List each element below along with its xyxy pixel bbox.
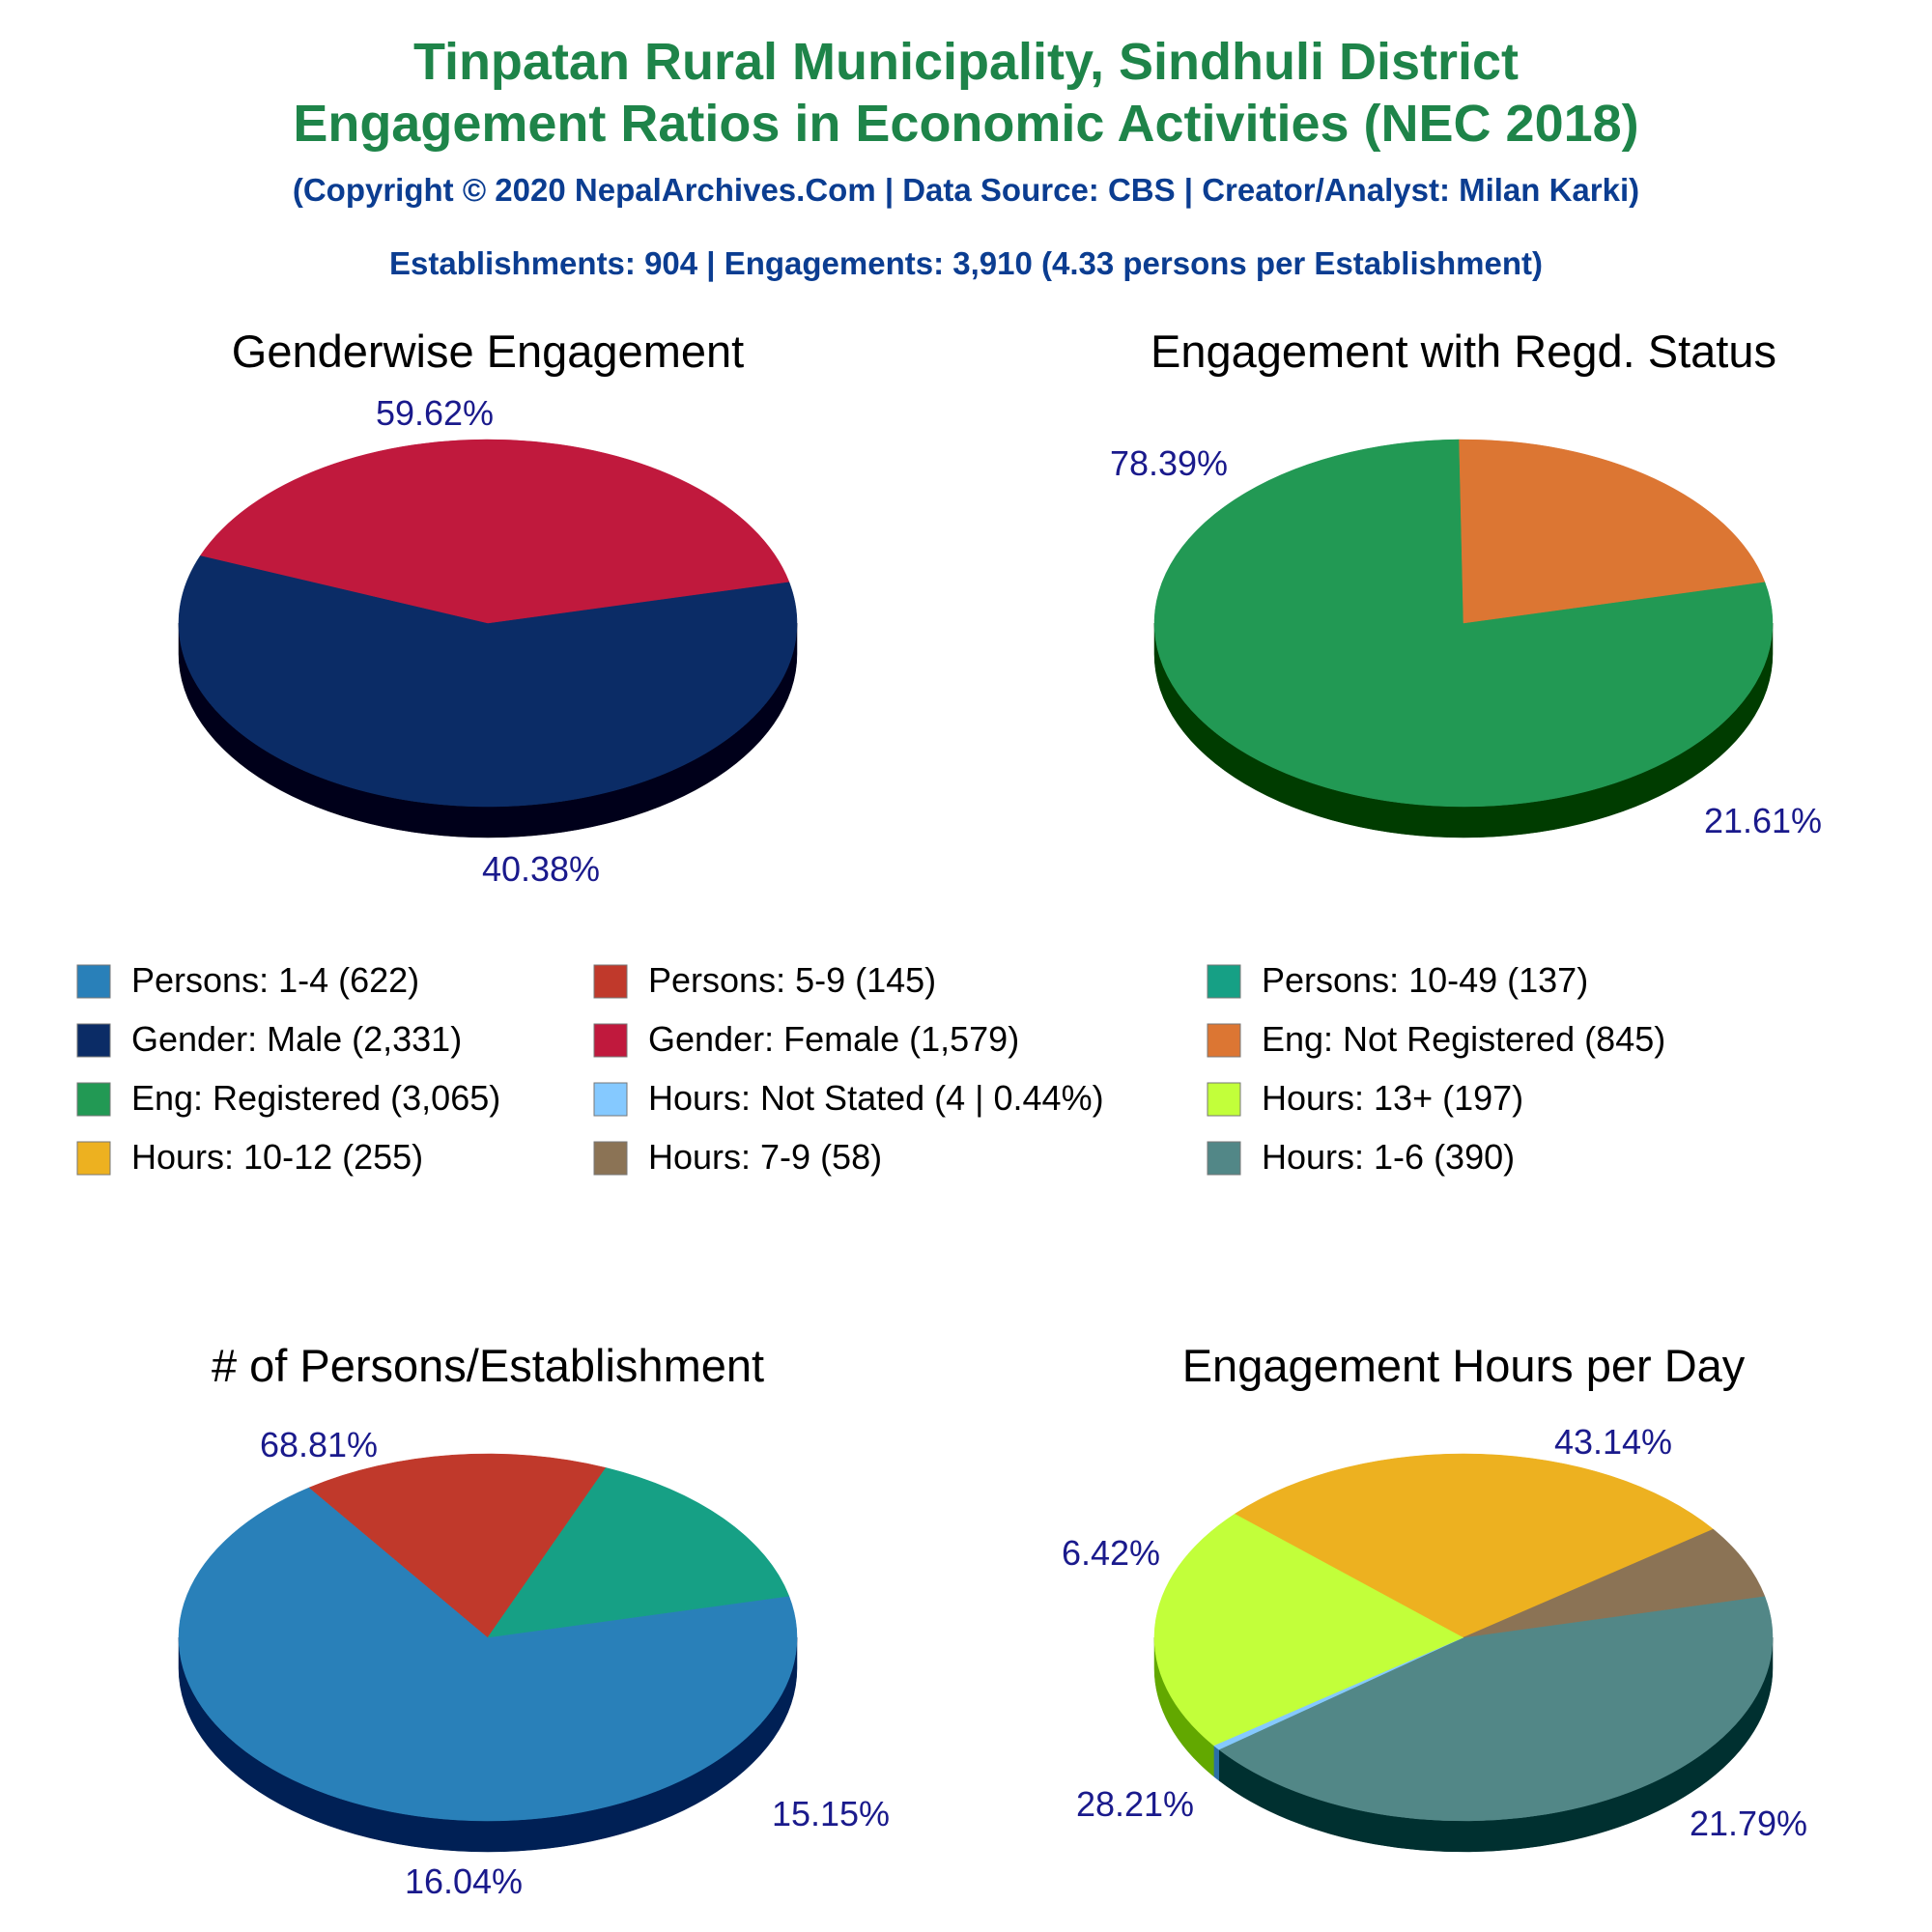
chart-title: # of Persons/Establishment <box>212 1340 764 1391</box>
chart-title: Genderwise Engagement <box>232 326 744 377</box>
legend-item: Hours: 1-6 (390) <box>1207 1137 1515 1177</box>
legend-swatch <box>593 1141 628 1176</box>
legend-label: Gender: Male (2,331) <box>131 1019 462 1059</box>
legend-item: Gender: Female (1,579) <box>593 1019 1019 1059</box>
legend-label: Eng: Not Registered (845) <box>1262 1019 1665 1059</box>
legend-label: Eng: Registered (3,065) <box>131 1078 500 1118</box>
pie-chart-of-persons-establishment: # of Persons/Establishment 68.81% 16.04% 15… <box>178 1340 890 1901</box>
legend-swatch <box>76 1023 111 1058</box>
legend-swatch <box>1207 1082 1241 1117</box>
pie-slices <box>178 439 798 808</box>
pie-side-hours-not-stated <box>1213 1745 1220 1781</box>
pie-percent-label: 78.39% <box>1110 443 1228 483</box>
pie-chart-engagement-with-regd-status: Engagement with Regd. Status 78.39% 21.61% <box>1110 326 1822 840</box>
legend-item: Hours: 10-12 (255) <box>76 1137 423 1177</box>
legend: Persons: 1-4 (622) Persons: 5-9 (145) Pers… <box>76 960 1665 1177</box>
legend-swatch <box>593 1023 628 1058</box>
legend-swatch <box>76 1082 111 1117</box>
summary-text: Establishments: 904 | Engagements: 3,910… <box>389 245 1543 281</box>
chart-title: Engagement with Regd. Status <box>1151 326 1776 377</box>
pie-slice-hours-13 <box>1153 1513 1464 1747</box>
pie-percent-label: 40.38% <box>482 849 600 889</box>
legend-item: Persons: 1-4 (622) <box>76 960 419 1000</box>
pie-slice-persons-10-49 <box>487 1467 790 1638</box>
legend-swatch <box>593 964 628 999</box>
pie-chart-engagement-hours-per-day: Engagement Hours per Day 43.14% 21.79% 28.2… <box>1062 1340 1807 1853</box>
legend-swatch <box>593 1082 628 1117</box>
pie-percent-label: 16.04% <box>405 1861 523 1901</box>
pie-slice-gender-male <box>178 554 798 808</box>
pie-slice-persons-5-9 <box>308 1453 607 1638</box>
legend-item: Hours: 13+ (197) <box>1207 1078 1523 1118</box>
legend-label: Persons: 10-49 (137) <box>1262 960 1588 1000</box>
legend-swatch <box>1207 964 1241 999</box>
main-title-line1: Tinpatan Rural Municipality, Sindhuli Di… <box>413 33 1519 91</box>
pie-percent-label: 68.81% <box>260 1425 378 1464</box>
legend-label: Persons: 1-4 (622) <box>131 960 419 1000</box>
pie-percent-label: 21.79% <box>1690 1804 1807 1843</box>
pie-slices <box>1153 1453 1774 1822</box>
pie-percent-label: 28.21% <box>1076 1784 1194 1824</box>
pie-percent-label: 21.61% <box>1704 801 1822 840</box>
pie-slices <box>1153 439 1774 808</box>
pie-slices <box>178 1453 798 1822</box>
pie-slice-hours-1-6 <box>1218 1595 1774 1822</box>
copyright-text: (Copyright © 2020 NepalArchives.Com | Da… <box>293 172 1639 208</box>
pie-percent-label: 43.14% <box>1554 1422 1672 1462</box>
main-title-line2: Engagement Ratios in Economic Activities… <box>293 95 1638 153</box>
pie-slice-hours-7-9 <box>1463 1528 1766 1638</box>
pie-slice-gender-female <box>200 439 790 624</box>
pie-slice-hours-10-12 <box>1235 1453 1715 1638</box>
legend-label: Hours: 10-12 (255) <box>131 1137 423 1177</box>
pie-charts-group: Genderwise Engagement 59.62% 40.38% Engagem… <box>178 326 1822 1901</box>
legend-swatch <box>76 1141 111 1176</box>
legend-label: Hours: 13+ (197) <box>1262 1078 1523 1118</box>
pie-percent-label: 6.42% <box>1062 1533 1160 1573</box>
legend-item: Persons: 5-9 (145) <box>593 960 936 1000</box>
legend-label: Persons: 5-9 (145) <box>648 960 936 1000</box>
pie-chart-genderwise-engagement: Genderwise Engagement 59.62% 40.38% <box>178 326 798 889</box>
legend-item: Gender: Male (2,331) <box>76 1019 462 1059</box>
chart-title: Engagement Hours per Day <box>1182 1340 1746 1391</box>
legend-item: Hours: Not Stated (4 | 0.44%) <box>593 1078 1104 1118</box>
legend-item: Hours: 7-9 (58) <box>593 1137 882 1177</box>
legend-swatch <box>1207 1141 1241 1176</box>
legend-item: Eng: Not Registered (845) <box>1207 1019 1665 1059</box>
pie-slice-eng-not-registered <box>1459 439 1766 624</box>
pie-percent-label: 15.15% <box>772 1794 890 1833</box>
legend-label: Hours: 1-6 (390) <box>1262 1137 1515 1177</box>
legend-item: Eng: Registered (3,065) <box>76 1078 500 1118</box>
legend-label: Hours: 7-9 (58) <box>648 1137 882 1177</box>
pie-percent-label: 59.62% <box>376 393 494 433</box>
pie-slice-persons-1-4 <box>178 1487 798 1822</box>
legend-label: Hours: Not Stated (4 | 0.44%) <box>648 1078 1104 1118</box>
legend-item: Persons: 10-49 (137) <box>1207 960 1588 1000</box>
legend-label: Gender: Female (1,579) <box>648 1019 1019 1059</box>
legend-swatch <box>76 964 111 999</box>
legend-swatch <box>1207 1023 1241 1058</box>
